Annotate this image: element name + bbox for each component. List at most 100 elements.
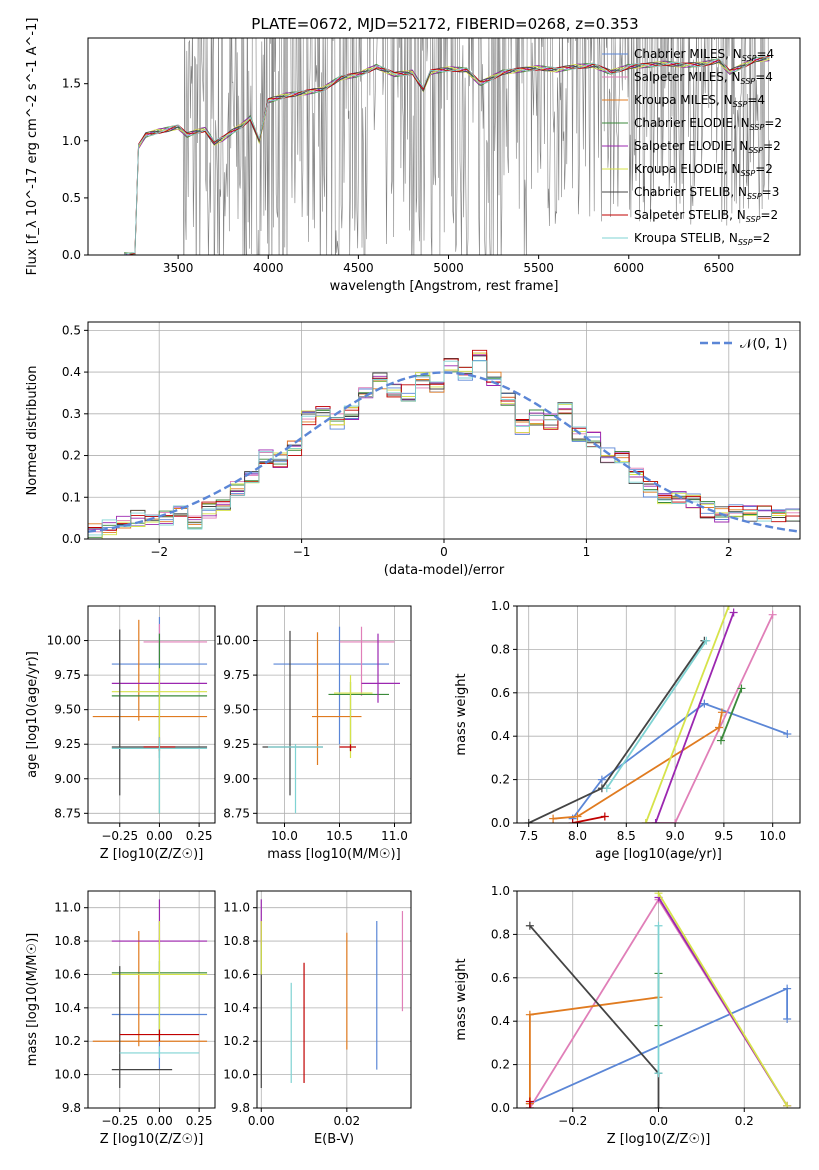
x-tick-label: 10.0 — [759, 829, 786, 843]
x-tick-label: −0.25 — [101, 1114, 138, 1128]
series-marker-chabrier_miles — [783, 984, 792, 993]
series-line-chabrier_elodie — [720, 688, 743, 741]
y-tick-label: 9.25 — [223, 737, 250, 751]
legend-nssp: =2 — [760, 208, 778, 222]
x-tick-label: 9.0 — [666, 829, 685, 843]
series-marker-kroupa_miles — [525, 1010, 534, 1019]
x-tick-label: 8.0 — [568, 829, 587, 843]
legend-subscript: SSP — [742, 54, 757, 63]
x-tick-label: 1 — [583, 545, 591, 559]
normal-curve — [88, 371, 800, 533]
x-tick-label: 0.25 — [186, 829, 213, 843]
y-tick-label: 10.2 — [223, 1034, 250, 1048]
age_vs_mass-points — [262, 626, 400, 814]
legend-subscript: SSP — [738, 238, 753, 247]
y-tick-label: 0.2 — [62, 449, 81, 463]
series-line-kroupa_stelib — [606, 640, 708, 789]
x-tick-label: 11.0 — [381, 829, 408, 843]
legend-subscript: SSP — [748, 146, 763, 155]
mass_vs_ebv-xlabel: E(B-V) — [314, 1132, 354, 1147]
x-tick-label: 10.0 — [271, 829, 298, 843]
spectrum-xlabel: wavelength [Angstrom, rest frame] — [330, 279, 559, 294]
x-tick-label: 4500 — [343, 261, 374, 275]
series-marker-kroupa_miles — [573, 812, 582, 821]
series-line-kroupa_elodie — [657, 892, 788, 1107]
x-tick-label: 7.5 — [519, 829, 538, 843]
figure-title: PLATE=0672, MJD=52172, FIBERID=0268, z=0… — [251, 15, 638, 33]
x-tick-label: 0.00 — [248, 1114, 275, 1128]
age_vs_z-xlabel: Z [log10(Z/Z☉)] — [100, 847, 204, 862]
x-tick-label: −1 — [293, 545, 311, 559]
x-tick-label: −0.2 — [558, 1114, 587, 1128]
histogram-kroupa_stelib — [88, 360, 800, 536]
y-tick-label: 0.5 — [62, 323, 81, 337]
y-tick-label: 0.0 — [491, 816, 510, 830]
series-marker-kroupa_stelib — [602, 784, 611, 793]
series-line-salpeter_stelib — [572, 815, 605, 823]
legend-nssp: =3 — [762, 185, 780, 199]
massweight_vs_age-ylabel: mass weight — [454, 673, 469, 755]
series-marker-kroupa_elodie — [654, 891, 663, 898]
plot-frame — [256, 605, 412, 824]
y-tick-label: 9.75 — [54, 668, 81, 682]
x-tick-label: 6500 — [704, 261, 735, 275]
x-tick-label: 5500 — [523, 261, 554, 275]
y-tick-label: 0.4 — [491, 729, 510, 743]
legend-label: Chabrier STELIB, NSSP=3 — [634, 185, 779, 201]
series-marker-kroupa_miles — [549, 814, 558, 823]
residual-legend: 𝒩(0, 1) — [700, 337, 787, 352]
model-line-salpeter_stelib — [127, 55, 770, 255]
y-tick-label: 11.0 — [223, 901, 250, 915]
y-tick-label: 0.2 — [491, 1058, 510, 1072]
y-tick-label: 10.2 — [54, 1034, 81, 1048]
massweight_vs_z-frame: −0.2 0.0 0.2 0.0 0.2 0.4 0.6 0.8 1.0 Z [log10(Z/Z… — [454, 884, 801, 1147]
y-tick-label: 0.1 — [62, 490, 81, 504]
age_vs_z-axes — [88, 606, 215, 823]
y-tick-label: 0.8 — [491, 642, 510, 656]
massweight_vs_age-frame: 7.5 8.0 8.5 9.0 9.5 10.0 0.0 0.2 0.4 0.6 0.8 1.0 age… — [454, 599, 801, 862]
legend-subscript: SSP — [733, 100, 748, 109]
x-tick-label: 5000 — [433, 261, 464, 275]
series-marker-kroupa_elodie — [641, 819, 650, 823]
x-tick-label: 4000 — [253, 261, 284, 275]
legend-nssp: =2 — [755, 162, 773, 176]
y-tick-label: 9.8 — [231, 1101, 250, 1115]
y-tick-label: 9.25 — [54, 737, 81, 751]
x-tick-label: 2 — [725, 545, 733, 559]
plots-group: 3500 4000 4500 5000 5500 6000 6500 0.0 0.5 1.0 1.5… — [25, 18, 801, 1147]
series-marker-chabrier_miles — [783, 730, 792, 739]
series-marker-salpeter_stelib — [568, 819, 577, 823]
x-tick-label: −2 — [150, 545, 168, 559]
model-line-kroupa_elodie — [134, 58, 770, 255]
series-marker-kroupa_miles — [717, 708, 726, 717]
y-tick-label: 10.4 — [223, 1001, 250, 1015]
residuals-frame: −2 −1 0 1 2 0.0 0.1 0.2 0.3 0.4 0.5 (data-model)/er… — [25, 321, 801, 578]
mass_vs_z-ylabel: mass [log10(M/M☉)] — [25, 933, 40, 1066]
x-tick-label: 0.00 — [146, 829, 173, 843]
y-tick-label: 8.75 — [223, 806, 250, 820]
series-line-chabrier_stelib — [529, 925, 660, 1108]
series-marker-chabrier_stelib — [654, 1104, 663, 1108]
legend-label: Kroupa ELODIE, NSSP=2 — [634, 162, 773, 178]
legend-label: Chabrier ELODIE, NSSP=2 — [634, 116, 782, 132]
series-marker-kroupa_elodie — [724, 606, 733, 610]
legend-subscript: SSP — [741, 169, 756, 178]
spectrum-ylabel: Flux [f_λ 10^-17 erg cm^-2 s^-1 A^-1] — [25, 18, 40, 276]
series-line-chabrier_stelib — [528, 640, 706, 823]
y-tick-label: 0.0 — [491, 1101, 510, 1115]
series-marker-salpeter_miles — [768, 610, 777, 619]
x-tick-label: 6000 — [613, 261, 644, 275]
model-line-kroupa_stelib — [123, 56, 770, 255]
y-tick-label: 9.75 — [223, 668, 250, 682]
massweight_vs_age-xlabel: age [log10(age/yr)] — [595, 847, 722, 862]
residuals-ylabel: Normed distribution — [25, 366, 40, 496]
massweight_vs_age-series — [524, 606, 792, 823]
age_vs_z-ylabel: age [log10(age/yr)] — [25, 651, 40, 778]
y-tick-label: 9.8 — [62, 1101, 81, 1115]
massweight_vs_z-xlabel: Z [log10(Z/Z☉)] — [607, 1132, 711, 1147]
legend-subscript: SSP — [750, 123, 765, 132]
age_vs_mass-xlabel: mass [log10(M/M☉)] — [267, 847, 400, 862]
y-tick-label: 0.5 — [62, 191, 81, 205]
x-tick-label: 0.0 — [649, 1114, 668, 1128]
